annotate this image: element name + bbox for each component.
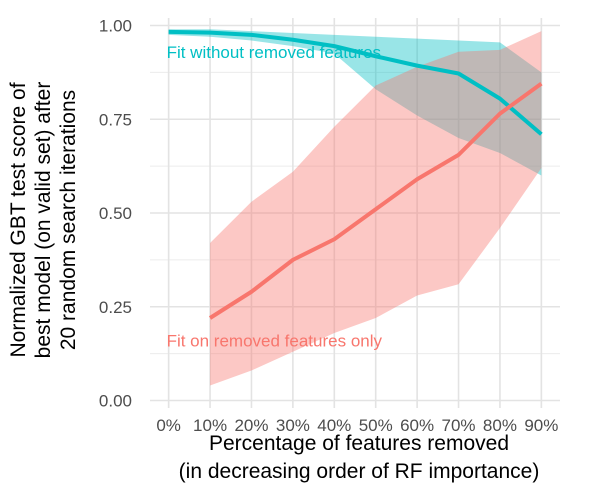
y-tick-label: 0.50 (99, 204, 132, 223)
series-annotation-1: Fit without removed features (167, 43, 381, 62)
x-tick-label: 30% (276, 416, 310, 435)
series-line-1 (168, 29, 543, 136)
annotations: Fit without removed features Fit on remov… (167, 43, 383, 351)
x-tick-label: 60% (400, 416, 434, 435)
y-axis-title-line-2: best model (on valid set) after (32, 82, 55, 359)
x-tick-label: 90% (524, 416, 558, 435)
x-tick-label: 80% (483, 416, 517, 435)
x-axis-ticks: 0% 10% 20% 30% 40% 50% 60% 70% 80% 90% (156, 416, 558, 435)
y-tick-label: 1.00 (99, 17, 132, 36)
x-tick-label: 70% (442, 416, 476, 435)
y-tick-label: 0.00 (99, 392, 132, 411)
series-annotation-2: Fit on removed features only (167, 332, 383, 351)
series-line-2 (208, 82, 543, 320)
y-tick-label: 0.25 (99, 298, 132, 317)
x-axis-title-line-1: Percentage of features removed (209, 432, 509, 455)
x-tick-label: 40% (317, 416, 351, 435)
x-tick-label: 0% (156, 416, 181, 435)
x-tick-label: 20% (234, 416, 268, 435)
x-tick-label: 50% (359, 416, 393, 435)
confidence-band-series-1 (168, 29, 542, 176)
y-tick-label: 0.75 (99, 110, 132, 129)
grid (150, 18, 560, 408)
y-axis-title-line-1: Normalized GBT test score of (7, 82, 30, 357)
x-tick-label: 10% (193, 416, 227, 435)
x-axis-title-line-2: (in decreasing order of RF importance) (179, 460, 540, 483)
y-axis-ticks: 0.00 0.25 0.50 0.75 1.00 (99, 17, 132, 411)
series-lines (168, 29, 543, 320)
y-axis-title-line-3: 20 random search iterations (57, 90, 80, 350)
